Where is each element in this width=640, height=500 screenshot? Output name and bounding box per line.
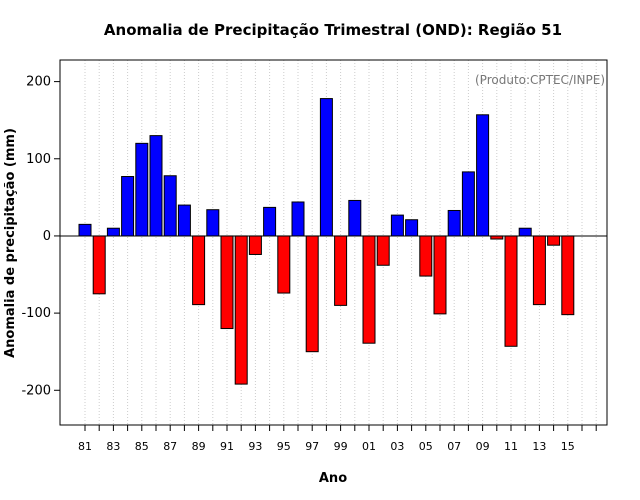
bar-02 [376, 235, 390, 266]
y-tick-label: 200 [26, 75, 51, 90]
x-tick-label: 95 [277, 440, 291, 453]
bar-04 [405, 219, 419, 237]
bar-81 [78, 223, 92, 237]
bar-89 [192, 235, 206, 306]
bar-07 [447, 209, 461, 237]
x-tick-label: 15 [561, 440, 575, 453]
bar-83 [106, 227, 120, 237]
bar-01 [362, 235, 376, 344]
bar-93 [248, 235, 262, 255]
bar-12 [518, 227, 532, 237]
x-tick-label: 83 [106, 440, 120, 453]
bar-94 [263, 206, 277, 237]
bar-82 [92, 235, 106, 295]
product-credit: (Produto:CPTEC/INPE) [475, 73, 605, 87]
bar-99 [334, 235, 348, 306]
x-tick-label: 11 [504, 440, 518, 453]
bar-84 [121, 176, 135, 237]
x-tick-label: 09 [476, 440, 490, 453]
y-tick-label: 0 [43, 229, 51, 244]
x-tick-label: 93 [248, 440, 262, 453]
bar-87 [163, 175, 177, 237]
bar-95 [277, 235, 291, 294]
x-tick-label: 13 [532, 440, 546, 453]
y-tick-label: -200 [21, 383, 51, 398]
bar-91 [220, 235, 234, 330]
x-tick-label: 05 [419, 440, 433, 453]
x-tick-label: 07 [447, 440, 461, 453]
x-tick-label: 03 [390, 440, 404, 453]
bar-13 [532, 235, 546, 306]
bar-97 [305, 235, 319, 353]
bar-96 [291, 201, 305, 237]
x-tick-label: 91 [220, 440, 234, 453]
x-tick-label: 97 [305, 440, 319, 453]
y-axis: -200 -100 0 100 200 [21, 75, 60, 398]
bar-05 [419, 235, 433, 277]
bar-15 [561, 235, 575, 316]
bar-90 [206, 209, 220, 237]
chart-title: Anomalia de Precipitação Trimestral (OND… [104, 21, 562, 39]
bar-09 [476, 114, 490, 237]
bar-06 [433, 235, 447, 315]
x-axis: 81 83 85 87 89 91 93 95 97 99 01 03 05 07 09 11 13 15 [78, 425, 597, 453]
vertical-grid [84, 60, 597, 425]
y-axis-label: Anomalia de precipitação (mm) [3, 128, 18, 358]
plot-frame [59, 59, 608, 426]
x-tick-label: 89 [192, 440, 206, 453]
bar-08 [461, 171, 475, 237]
bar-85 [135, 142, 149, 237]
bar-88 [177, 204, 191, 237]
bars-group [78, 98, 575, 385]
bar-14 [547, 235, 561, 246]
bar-92 [234, 235, 248, 385]
bar-86 [149, 135, 163, 237]
y-tick-label: -100 [21, 306, 51, 321]
x-tick-label: 85 [135, 440, 149, 453]
x-tick-label: 81 [78, 440, 92, 453]
x-tick-label: 01 [362, 440, 376, 453]
bar-98 [319, 98, 333, 237]
bar-11 [504, 235, 518, 347]
x-axis-label: Ano [319, 471, 347, 486]
bar-00 [348, 199, 362, 237]
bar-03 [390, 214, 404, 237]
x-tick-label: 87 [163, 440, 177, 453]
y-tick-label: 100 [26, 152, 51, 167]
x-tick-label: 99 [334, 440, 348, 453]
